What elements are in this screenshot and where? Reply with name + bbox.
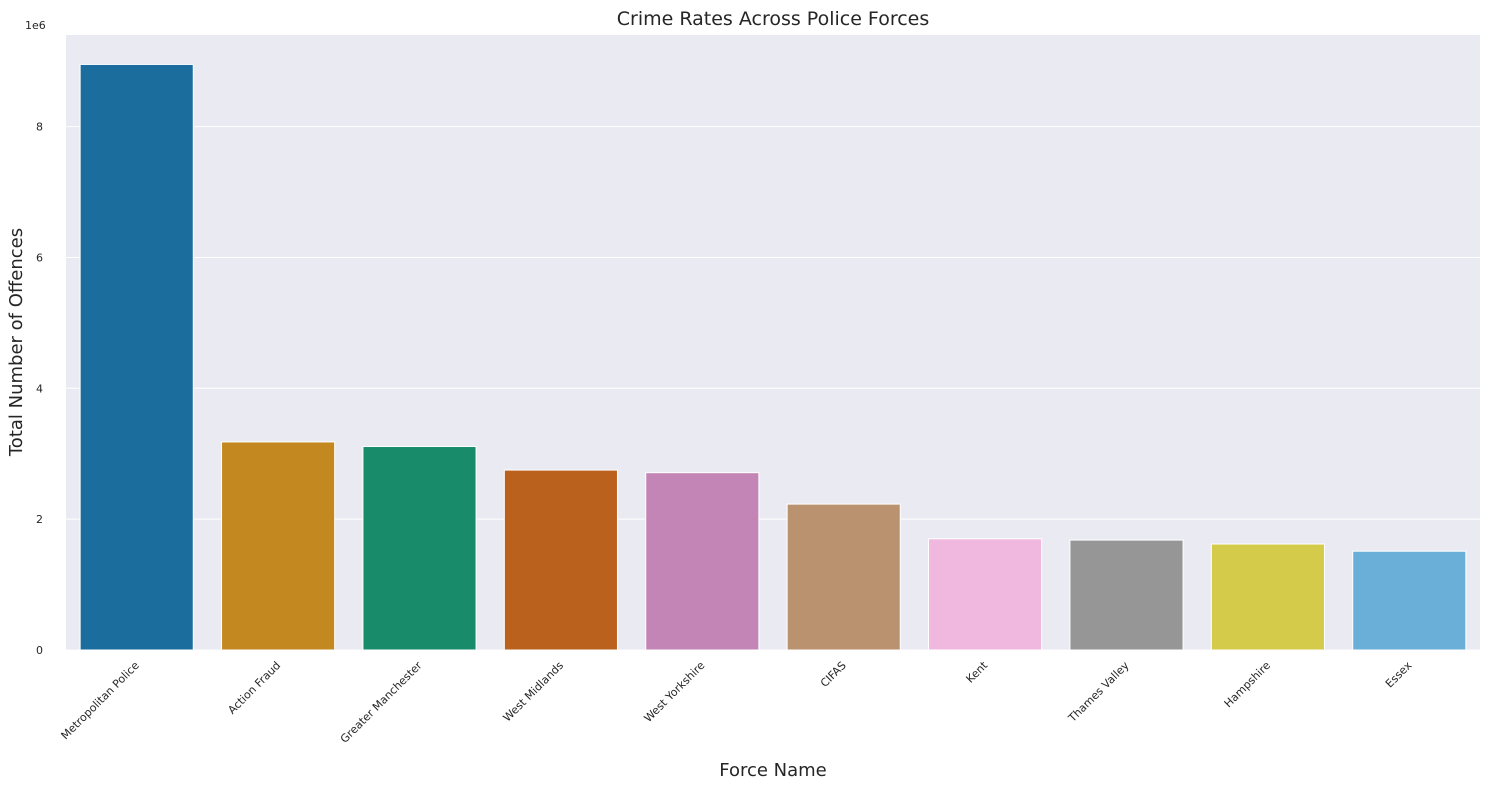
bars	[79, 63, 1467, 651]
y-tick-label: 2	[36, 513, 43, 526]
x-axis-title: Force Name	[719, 760, 827, 781]
bar	[786, 503, 901, 651]
bar	[1210, 543, 1325, 651]
x-tick-labels: Metropolitan Police Action Fraud Greater M…	[59, 658, 1415, 745]
y-tick-label: 0	[36, 644, 43, 657]
x-tick-label: Greater Manchester	[338, 659, 425, 746]
bar	[362, 446, 477, 651]
y-axis-title: Total Number of Offences	[6, 228, 27, 457]
x-tick-label: Hampshire	[1222, 659, 1273, 710]
x-tick-label: Thames Valley	[1065, 659, 1132, 726]
bar	[221, 441, 336, 651]
y-tick-labels: 0 2 4 6 8	[36, 121, 43, 657]
x-tick-label: West Midlands	[501, 659, 567, 725]
chart-title: Crime Rates Across Police Forces	[617, 8, 930, 30]
y-offset-text: 1e6	[25, 19, 46, 32]
x-tick-label: Metropolitan Police	[59, 659, 142, 742]
y-tick-label: 4	[36, 382, 43, 395]
bar	[1352, 550, 1467, 651]
bar	[645, 472, 760, 651]
bar	[928, 538, 1043, 651]
x-tick-label: Kent	[964, 658, 991, 685]
x-tick-label: West Yorkshire	[641, 659, 707, 725]
bar	[1069, 539, 1184, 651]
bar	[79, 63, 194, 651]
x-tick-label: CIFAS	[818, 659, 849, 690]
y-tick-label: 6	[36, 251, 43, 264]
x-tick-label: Action Fraud	[225, 659, 283, 717]
y-tick-label: 8	[36, 121, 43, 134]
x-tick-label: Essex	[1383, 659, 1415, 691]
bar	[503, 469, 618, 651]
